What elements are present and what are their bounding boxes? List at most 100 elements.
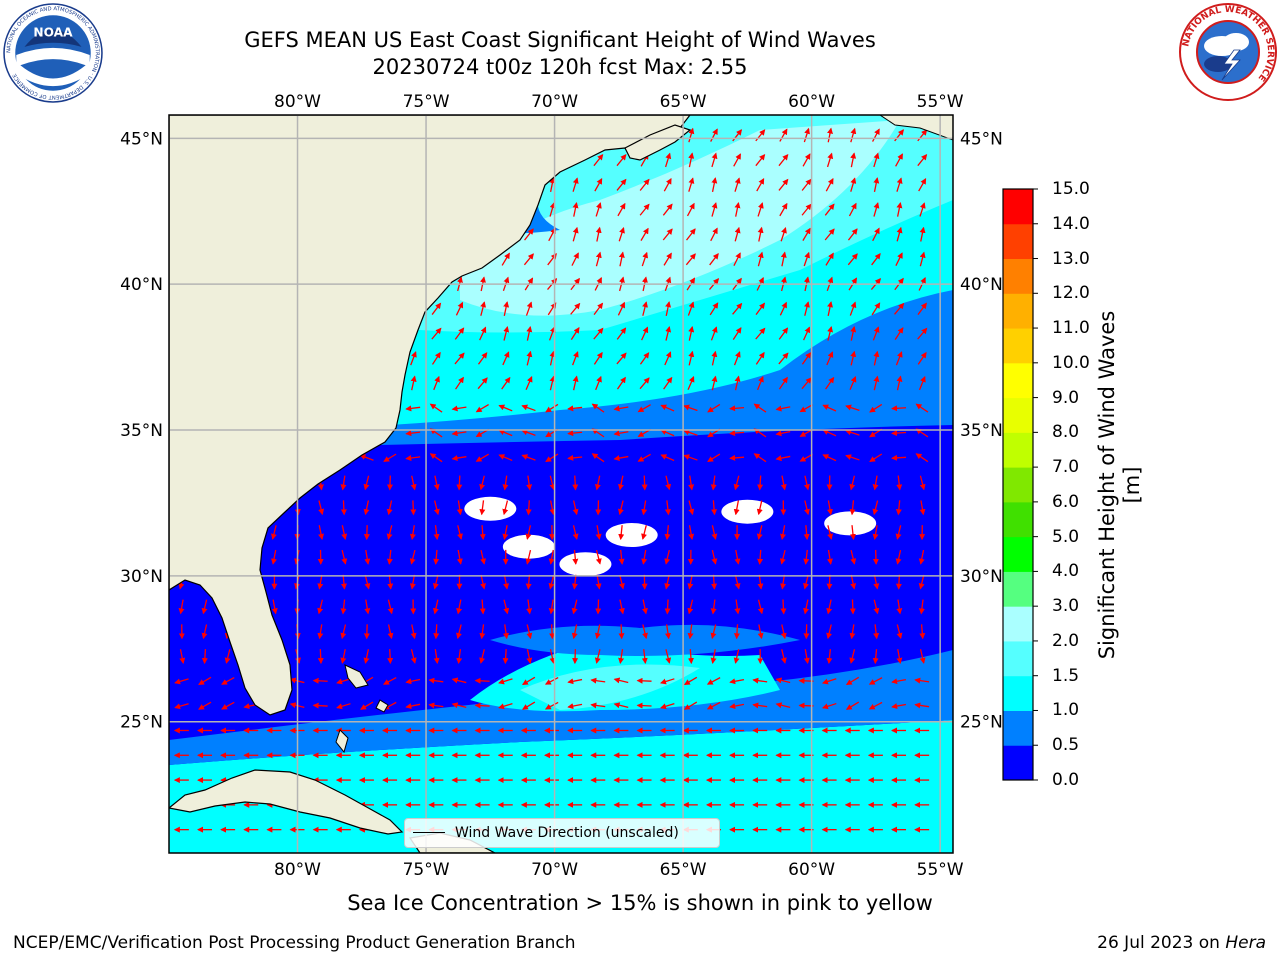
wave-direction-arrow [221, 701, 235, 710]
wave-direction-arrow [618, 251, 625, 267]
wave-direction-arrow [710, 475, 717, 491]
wave-direction-arrow [710, 649, 717, 664]
wave-direction-arrow [665, 475, 672, 491]
wave-direction-arrow [687, 376, 695, 391]
wave-direction-arrow [917, 153, 928, 167]
wave-direction-arrow [641, 649, 648, 665]
colorbar-frame [1002, 188, 1034, 781]
wave-direction-arrow [918, 178, 927, 192]
wave-direction-arrow [431, 351, 441, 365]
wave-direction-arrow [431, 327, 442, 340]
calm-area [464, 496, 517, 521]
wave-direction-arrow [685, 253, 696, 266]
wave-direction-arrow [475, 404, 489, 413]
wave-direction-arrow [919, 500, 926, 516]
wave-direction-arrow [757, 475, 764, 491]
wave-direction-arrow [179, 649, 186, 664]
wave-direction-arrow [664, 525, 671, 541]
wave-direction-arrow [896, 201, 903, 217]
wave-direction-arrow [756, 375, 764, 391]
wave-direction-arrow [896, 177, 903, 192]
wave-direction-arrow [387, 599, 394, 615]
wave-direction-arrow [618, 574, 625, 590]
colorbar-tick-label: 14.0 [1052, 213, 1090, 234]
colorbar-segment [1003, 640, 1033, 677]
lon-label-top: 80°W [274, 92, 321, 112]
wave-direction-arrow [845, 429, 860, 436]
wave-direction-arrow [593, 327, 604, 340]
wave-direction-arrow [918, 549, 925, 565]
lon-label-bottom: 65°W [660, 860, 707, 880]
wave-direction-arrow [757, 549, 764, 565]
wave-direction-arrow [918, 375, 926, 391]
wave-direction-arrow [502, 351, 510, 366]
colorbar-tick-label: 13.0 [1052, 248, 1090, 269]
wave-direction-arrow [271, 549, 277, 565]
wave-direction-arrow [456, 500, 463, 516]
wave-direction-arrow [891, 678, 907, 685]
wave-direction-arrow [178, 599, 185, 615]
wave-direction-arrow [502, 649, 509, 665]
wave-direction-arrow [433, 475, 440, 491]
wave-direction-arrow [386, 549, 393, 565]
wave-direction-arrow [826, 549, 833, 565]
wave-direction-arrow [845, 454, 860, 461]
wave-direction-arrow [641, 525, 647, 540]
colorbar-segment [1003, 745, 1033, 781]
wave-direction-arrow [549, 500, 556, 516]
wave-direction-arrow [734, 226, 741, 242]
lon-label-top: 65°W [660, 92, 707, 112]
wave-direction-arrow [872, 475, 879, 491]
lon-label-top: 75°W [403, 92, 450, 112]
wave-direction-arrow [340, 599, 347, 615]
wave-direction-arrow [613, 430, 629, 437]
calm-area [721, 499, 774, 524]
wave-direction-arrow [521, 454, 536, 461]
wave-direction-arrow [683, 701, 698, 710]
wave-direction-arrow [410, 624, 417, 640]
wave-direction-arrow [477, 352, 488, 365]
wave-direction-arrow [405, 703, 421, 710]
wave-direction-arrow [405, 455, 421, 461]
wave-direction-arrow [617, 202, 626, 217]
wave-direction-arrow [847, 253, 858, 266]
wave-direction-arrow [456, 549, 463, 565]
wave-direction-arrow [850, 177, 857, 192]
wave-direction-arrow [801, 203, 812, 216]
wave-direction-arrow [872, 649, 879, 665]
wave-direction-arrow [662, 203, 673, 216]
wave-direction-arrow [363, 475, 370, 491]
wave-direction-arrow [454, 327, 465, 340]
wave-direction-arrow [595, 202, 602, 217]
lat-label-left: 25°N [120, 713, 163, 733]
wave-direction-arrow [729, 454, 745, 461]
wave-direction-arrow [710, 227, 718, 242]
wave-direction-arrow [503, 624, 509, 640]
wave-direction-arrow [613, 702, 629, 709]
wave-direction-arrow [780, 475, 787, 491]
wave-direction-arrow [567, 430, 583, 437]
wave-direction-arrow [891, 405, 907, 412]
wave-direction-arrow [688, 127, 695, 143]
wave-direction-arrow [567, 405, 583, 412]
wave-direction-arrow [711, 500, 718, 516]
colorbar-tick-label: 10.0 [1052, 352, 1090, 373]
colorbar-tick-label: 0.5 [1052, 735, 1080, 756]
wave-direction-arrow [317, 649, 324, 665]
wave-direction-arrow [868, 677, 883, 685]
wave-direction-arrow [849, 624, 856, 640]
wave-direction-arrow [734, 375, 741, 391]
wave-direction-arrow [386, 500, 393, 516]
colorbar-tick-label: 6.0 [1052, 491, 1080, 512]
wave-direction-arrow [456, 649, 463, 665]
wave-direction-arrow [312, 677, 328, 684]
wave-direction-arrow [479, 624, 486, 640]
wave-direction-arrow [664, 599, 671, 615]
wave-direction-arrow [572, 351, 579, 366]
wave-direction-arrow [387, 624, 394, 640]
wave-direction-arrow [733, 649, 740, 664]
wave-direction-arrow [710, 326, 718, 341]
wave-direction-arrow [803, 251, 810, 267]
wave-direction-arrow [756, 178, 765, 192]
